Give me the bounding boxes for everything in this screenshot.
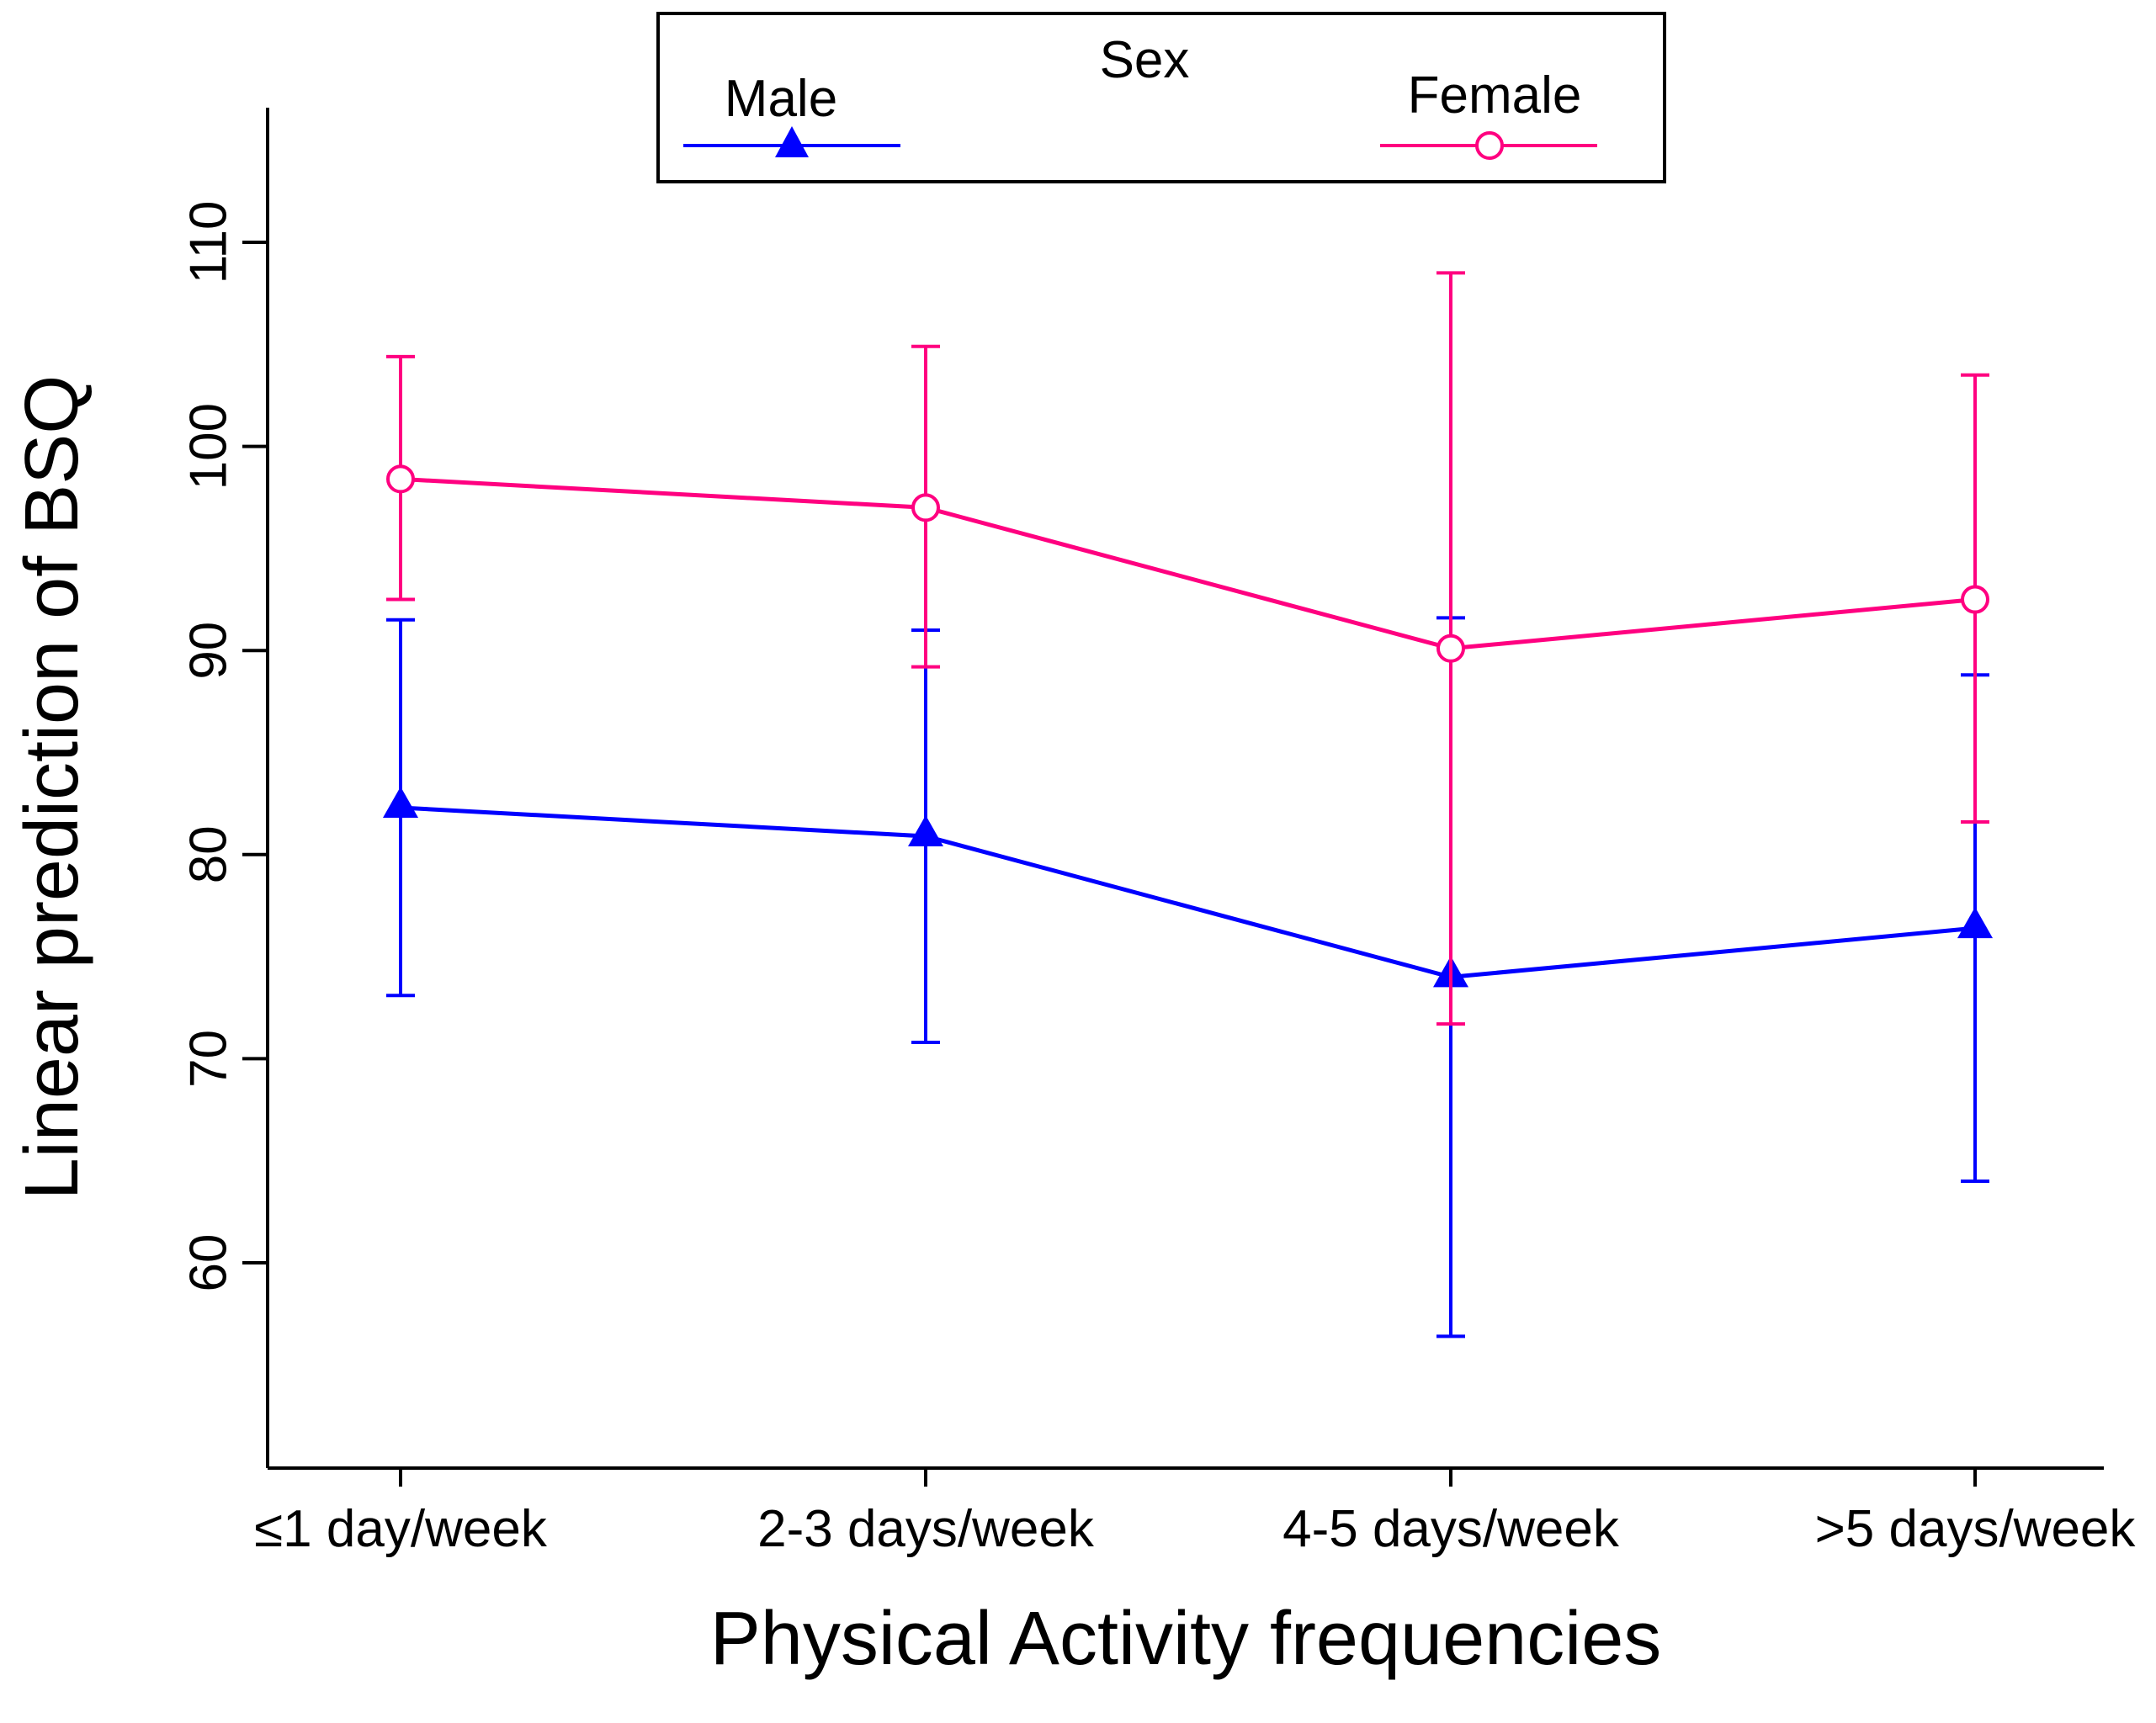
y-axis-title: Linear prediction of BSQ — [10, 375, 94, 1201]
x-tick-label: 4-5 days/week — [1282, 1500, 1620, 1558]
data-point — [1961, 585, 1989, 614]
series-line — [400, 805, 1976, 979]
x-axis-ticks: ≤1 day/week 2-3 days/week 4-5 days/week >5 … — [254, 1468, 2136, 1558]
legend-label-male: Male — [725, 70, 837, 128]
x-axis-title: Physical Activity frequencies — [710, 1597, 1662, 1681]
y-tick-label: 100 — [180, 403, 238, 490]
data-point — [386, 464, 415, 494]
x-tick-label: >5 days/week — [1815, 1500, 2137, 1558]
legend-marker-male — [775, 126, 809, 157]
legend-label-female: Female — [1408, 66, 1582, 125]
legend-marker-female — [1475, 131, 1504, 160]
series-line — [400, 476, 1976, 651]
series-female — [386, 271, 1989, 1026]
y-tick-label: 80 — [180, 825, 238, 883]
data-point — [1436, 634, 1465, 663]
data-point — [908, 814, 943, 846]
x-tick-label: 2-3 days/week — [757, 1500, 1095, 1558]
plot-area — [266, 108, 2104, 1470]
y-tick-label: 110 — [180, 201, 238, 284]
series-layer — [383, 271, 1993, 1339]
series-male — [383, 616, 1993, 1339]
data-point — [383, 787, 418, 819]
y-axis-ticks: 60 70 80 90 100 110 — [180, 201, 268, 1292]
legend: Sex Male Female — [656, 12, 1666, 183]
data-point — [911, 493, 940, 522]
x-tick-label: ≤1 day/week — [254, 1500, 548, 1558]
data-point — [1957, 907, 1993, 939]
legend-title: Sex — [1100, 31, 1190, 89]
y-tick-label: 90 — [180, 622, 238, 680]
y-tick-label: 60 — [180, 1234, 238, 1292]
y-tick-label: 70 — [180, 1030, 238, 1088]
